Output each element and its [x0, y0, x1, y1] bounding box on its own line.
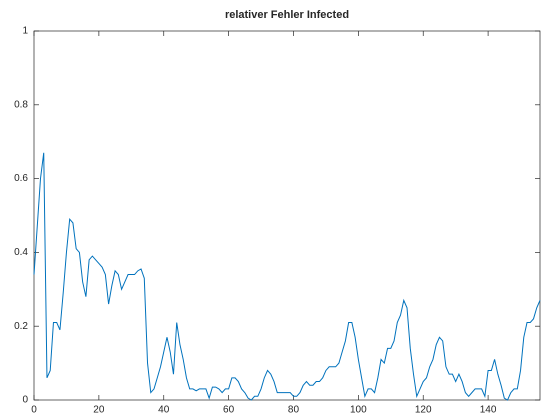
x-tick-label: 100	[350, 405, 367, 416]
x-tick-label: 40	[158, 405, 170, 416]
x-tick-label: 0	[31, 405, 37, 416]
chart-title: relativer Fehler Infected	[225, 9, 349, 21]
x-tick-label: 80	[288, 405, 300, 416]
data-line	[33, 152, 541, 401]
y-tick-label: 0.8	[14, 99, 28, 110]
plot-frame	[33, 30, 541, 401]
y-tick-label: 0.6	[14, 173, 28, 184]
y-tick-label: 0.4	[14, 247, 28, 258]
x-tick-label: 140	[480, 405, 497, 416]
x-tick-label: 60	[223, 405, 235, 416]
y-tick-label: 0	[22, 395, 28, 406]
y-tick-label: 1	[22, 26, 28, 37]
x-tick-label: 120	[415, 405, 432, 416]
y-tick-label: 0.2	[14, 321, 28, 332]
x-tick-label: 20	[93, 405, 105, 416]
